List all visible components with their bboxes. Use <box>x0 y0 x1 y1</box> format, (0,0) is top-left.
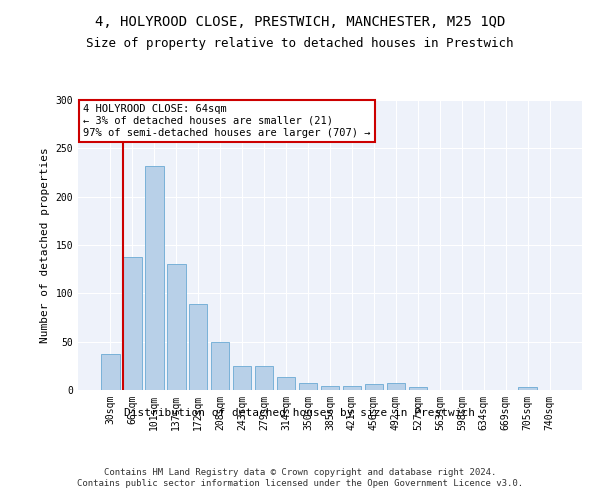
Bar <box>255 366 274 390</box>
Bar <box>189 304 208 390</box>
Bar <box>233 366 251 390</box>
Bar <box>343 386 361 390</box>
Bar <box>167 264 185 390</box>
Bar <box>123 256 142 390</box>
Text: 4 HOLYROOD CLOSE: 64sqm
← 3% of detached houses are smaller (21)
97% of semi-det: 4 HOLYROOD CLOSE: 64sqm ← 3% of detached… <box>83 104 371 138</box>
Bar <box>320 386 340 390</box>
Text: Distribution of detached houses by size in Prestwich: Distribution of detached houses by size … <box>125 408 476 418</box>
Bar <box>145 166 164 390</box>
Bar <box>518 387 537 390</box>
Bar <box>211 342 229 390</box>
Bar <box>101 354 119 390</box>
Bar <box>299 383 317 390</box>
Bar <box>409 387 427 390</box>
Text: 4, HOLYROOD CLOSE, PRESTWICH, MANCHESTER, M25 1QD: 4, HOLYROOD CLOSE, PRESTWICH, MANCHESTER… <box>95 15 505 29</box>
Bar <box>386 383 405 390</box>
Y-axis label: Number of detached properties: Number of detached properties <box>40 147 50 343</box>
Bar <box>365 384 383 390</box>
Text: Contains HM Land Registry data © Crown copyright and database right 2024.
Contai: Contains HM Land Registry data © Crown c… <box>77 468 523 487</box>
Text: Size of property relative to detached houses in Prestwich: Size of property relative to detached ho… <box>86 38 514 51</box>
Bar <box>277 378 295 390</box>
